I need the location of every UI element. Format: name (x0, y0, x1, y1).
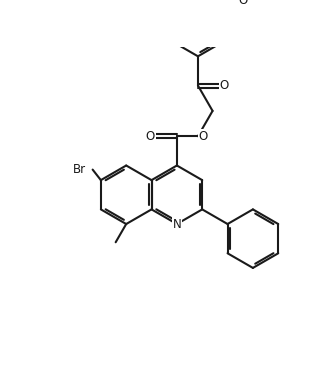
Text: N: N (172, 217, 181, 231)
Text: O: O (146, 130, 155, 143)
Text: Br: Br (73, 163, 86, 176)
Text: O: O (199, 130, 208, 143)
Text: O: O (220, 79, 229, 92)
Text: O: O (239, 0, 248, 7)
